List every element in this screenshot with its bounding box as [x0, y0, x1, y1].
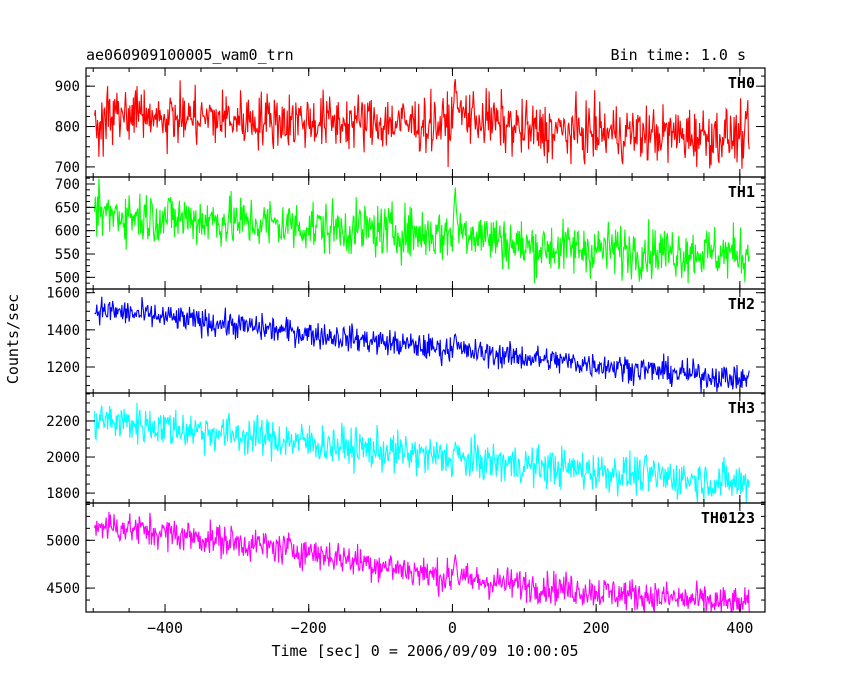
y-tick-label: 1200 — [46, 360, 80, 376]
y-tick-label: 2000 — [46, 450, 80, 466]
series-th0 — [94, 79, 750, 169]
y-tick-label: 600 — [55, 224, 80, 240]
series-th2 — [94, 296, 750, 393]
x-axis-label: Time [sec] 0 = 2006/09/09 10:00:05 — [271, 642, 578, 660]
panel-label: TH3 — [728, 399, 755, 417]
series-th0123 — [94, 511, 750, 613]
panel-label: TH0123 — [701, 509, 755, 527]
y-tick-label: 5000 — [46, 533, 80, 549]
y-tick-label: 1400 — [46, 323, 80, 339]
panel-th0123: 4500 5000 TH0123 — [46, 502, 766, 613]
y-axis-label: Counts/sec — [4, 294, 22, 384]
y-tick-label: 800 — [55, 120, 80, 136]
y-tick-label: 2200 — [46, 414, 80, 430]
y-tick-label: 4500 — [46, 581, 80, 597]
x-tick-label: 200 — [583, 619, 610, 637]
y-tick-label: 900 — [55, 79, 80, 95]
panel-th0: 700 800 900 TH0 — [55, 67, 766, 178]
x-tick-label: 0 — [448, 619, 457, 637]
series-th3 — [94, 402, 750, 503]
y-tick-label: 1600 — [46, 286, 80, 302]
y-tick-label: 650 — [55, 200, 80, 216]
panel-label: TH2 — [728, 295, 755, 313]
x-tick-label: −200 — [291, 619, 327, 637]
chart-title: ae060909100005_wam0_trn — [86, 46, 294, 64]
x-tick-label: 400 — [726, 619, 753, 637]
x-axis: −400 −200 0 200 400 — [147, 619, 753, 637]
panel-th3: 1800 2000 2200 TH3 — [46, 392, 766, 504]
panel-frame — [85, 502, 766, 613]
bin-time-label: Bin time: 1.0 s — [611, 46, 746, 64]
y-tick-label: 550 — [55, 247, 80, 263]
y-tick-label: 1800 — [46, 486, 80, 502]
panel-th1: 500 550 600 650 700 TH1 — [55, 176, 766, 290]
y-tick-label: 700 — [55, 160, 80, 176]
panel-th2: 1200 1400 1600 TH2 — [46, 286, 766, 394]
y-tick-label: 700 — [55, 177, 80, 193]
series-th1 — [94, 178, 750, 284]
panels-group: 700 800 900 TH0 500 550 600 650 700 TH1 1200 1400 16… — [46, 67, 766, 613]
x-tick-label: −400 — [147, 619, 183, 637]
panel-label: TH0 — [728, 74, 755, 92]
panel-label: TH1 — [728, 183, 755, 201]
y-tick-label: 500 — [55, 270, 80, 286]
